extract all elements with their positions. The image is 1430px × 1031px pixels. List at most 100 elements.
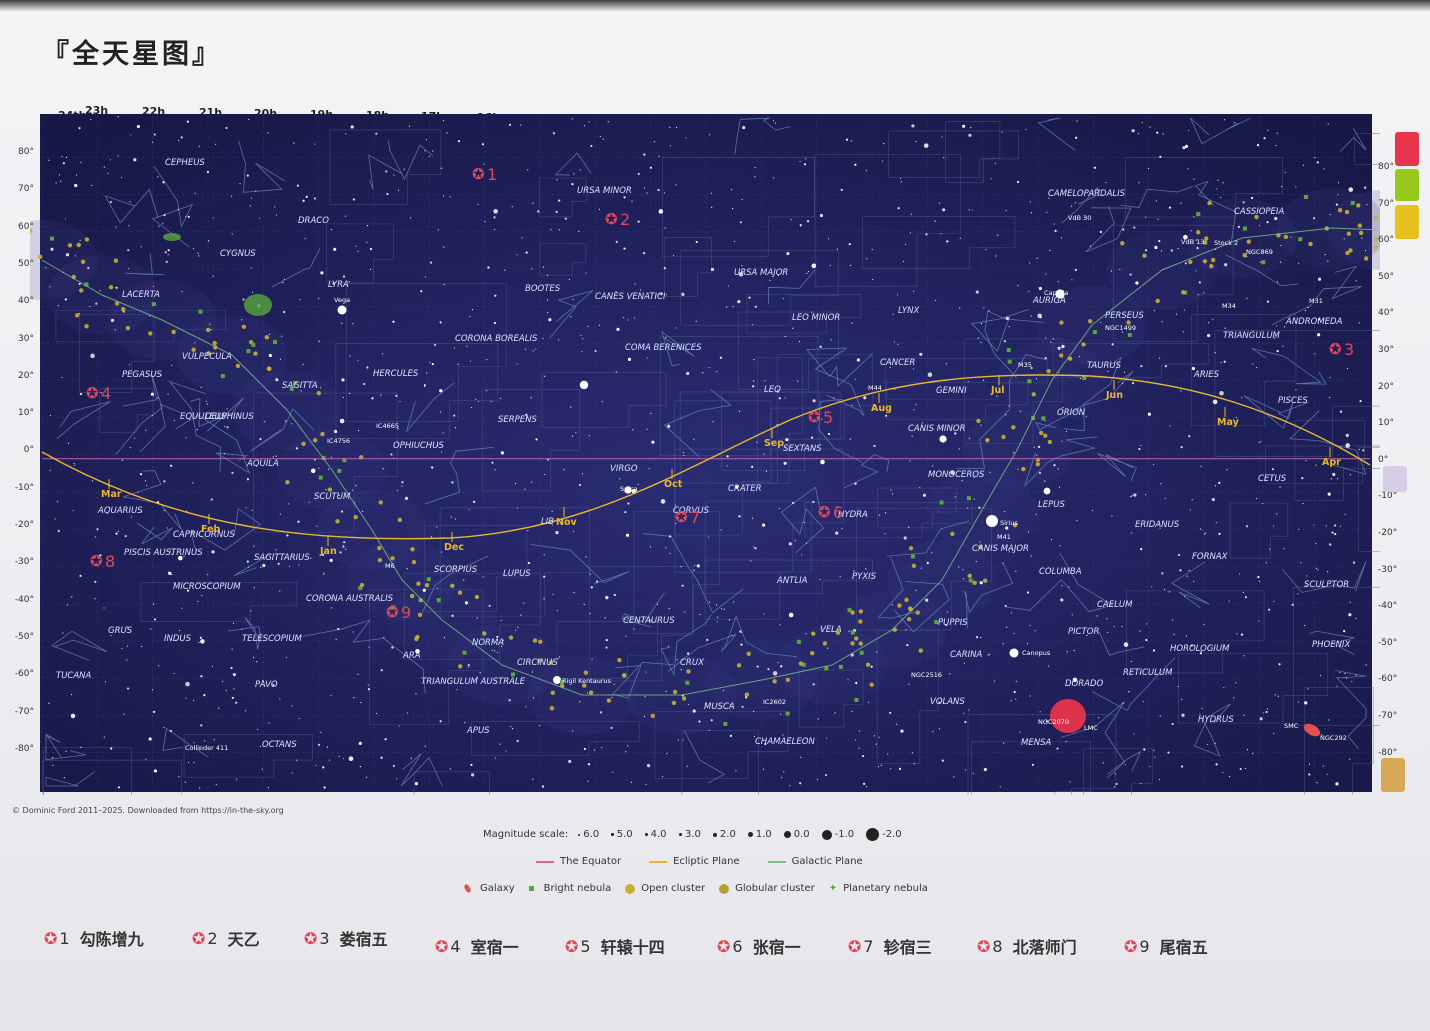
star [1304, 310, 1306, 312]
star [1065, 741, 1067, 743]
star [514, 482, 517, 485]
star [1365, 664, 1367, 666]
open-cluster [212, 340, 217, 346]
star [146, 485, 148, 487]
star [782, 298, 785, 300]
constellation-label: CEPHEUS [165, 158, 205, 168]
star [664, 227, 666, 229]
star [1045, 720, 1049, 723]
star [1317, 318, 1321, 321]
marker-star-icon: ✪ [304, 928, 318, 948]
dec-label-right: 0° [1378, 454, 1389, 465]
star [987, 654, 989, 656]
star [99, 290, 101, 292]
star [1246, 749, 1249, 751]
constellation-boundary [746, 293, 862, 334]
star [1317, 569, 1319, 571]
marker-key-7: ✪ 7 轸宿三 [848, 934, 932, 958]
constellation-boundary [654, 711, 789, 779]
star [192, 531, 194, 533]
bright-nebula [289, 386, 294, 391]
star [1200, 465, 1202, 467]
star [230, 195, 233, 197]
star [926, 561, 929, 565]
constellation-line [1189, 117, 1251, 145]
star [1203, 292, 1205, 294]
open-cluster [1308, 241, 1313, 247]
constellation-line [984, 310, 1045, 379]
star [994, 162, 996, 164]
star [1327, 123, 1329, 125]
star [1034, 630, 1036, 632]
star [524, 488, 526, 490]
open-cluster [37, 254, 43, 260]
star [556, 179, 558, 181]
star [909, 232, 911, 234]
star [162, 223, 164, 225]
star [708, 536, 710, 538]
star [739, 630, 742, 633]
star [1085, 415, 1087, 417]
star [479, 672, 481, 674]
star [543, 554, 545, 556]
open-cluster [418, 597, 423, 603]
star [1140, 365, 1143, 368]
star [158, 665, 160, 667]
star [1246, 297, 1248, 299]
star [1215, 763, 1218, 766]
star [1122, 702, 1124, 704]
star [583, 747, 586, 751]
star [968, 209, 970, 211]
star [62, 162, 65, 165]
star [605, 638, 608, 642]
star [861, 755, 865, 758]
star [899, 177, 902, 180]
star [853, 570, 855, 572]
star [829, 264, 831, 267]
star [1159, 715, 1161, 717]
star [506, 336, 508, 338]
constellation-label: CAELUM [1097, 600, 1133, 610]
open-cluster [1242, 253, 1247, 258]
star [1212, 399, 1218, 405]
star [516, 739, 519, 743]
star [173, 672, 175, 675]
constellation-line [768, 269, 816, 305]
star [449, 196, 451, 198]
month-label: Jul [990, 385, 1005, 396]
marker-star-icon: ✪ [605, 210, 618, 228]
constellation-label: PEGASUS [122, 370, 163, 380]
star [352, 323, 354, 325]
star [121, 459, 123, 461]
star [1065, 430, 1068, 433]
star [157, 397, 159, 399]
star [1169, 425, 1171, 427]
star [1173, 633, 1175, 635]
star [1180, 765, 1184, 768]
star [593, 749, 596, 751]
open-cluster [1081, 342, 1086, 347]
star [954, 496, 956, 498]
bright-nebula [910, 554, 915, 559]
star [415, 649, 420, 654]
star [171, 364, 173, 366]
star [1159, 155, 1162, 158]
star [350, 125, 354, 129]
star [1280, 244, 1282, 247]
star [1145, 638, 1148, 642]
star [782, 734, 784, 736]
star [753, 546, 755, 548]
star [291, 772, 293, 774]
star [865, 170, 868, 172]
star [1275, 144, 1277, 147]
constellation-boundary [538, 177, 587, 218]
constellation-boundary [1229, 502, 1289, 559]
star [1349, 758, 1351, 760]
constellation-boundary [424, 525, 528, 612]
open-cluster [508, 635, 514, 640]
star [920, 567, 922, 569]
star [209, 323, 211, 325]
star [293, 142, 295, 144]
star [511, 206, 513, 208]
star [1163, 588, 1166, 591]
